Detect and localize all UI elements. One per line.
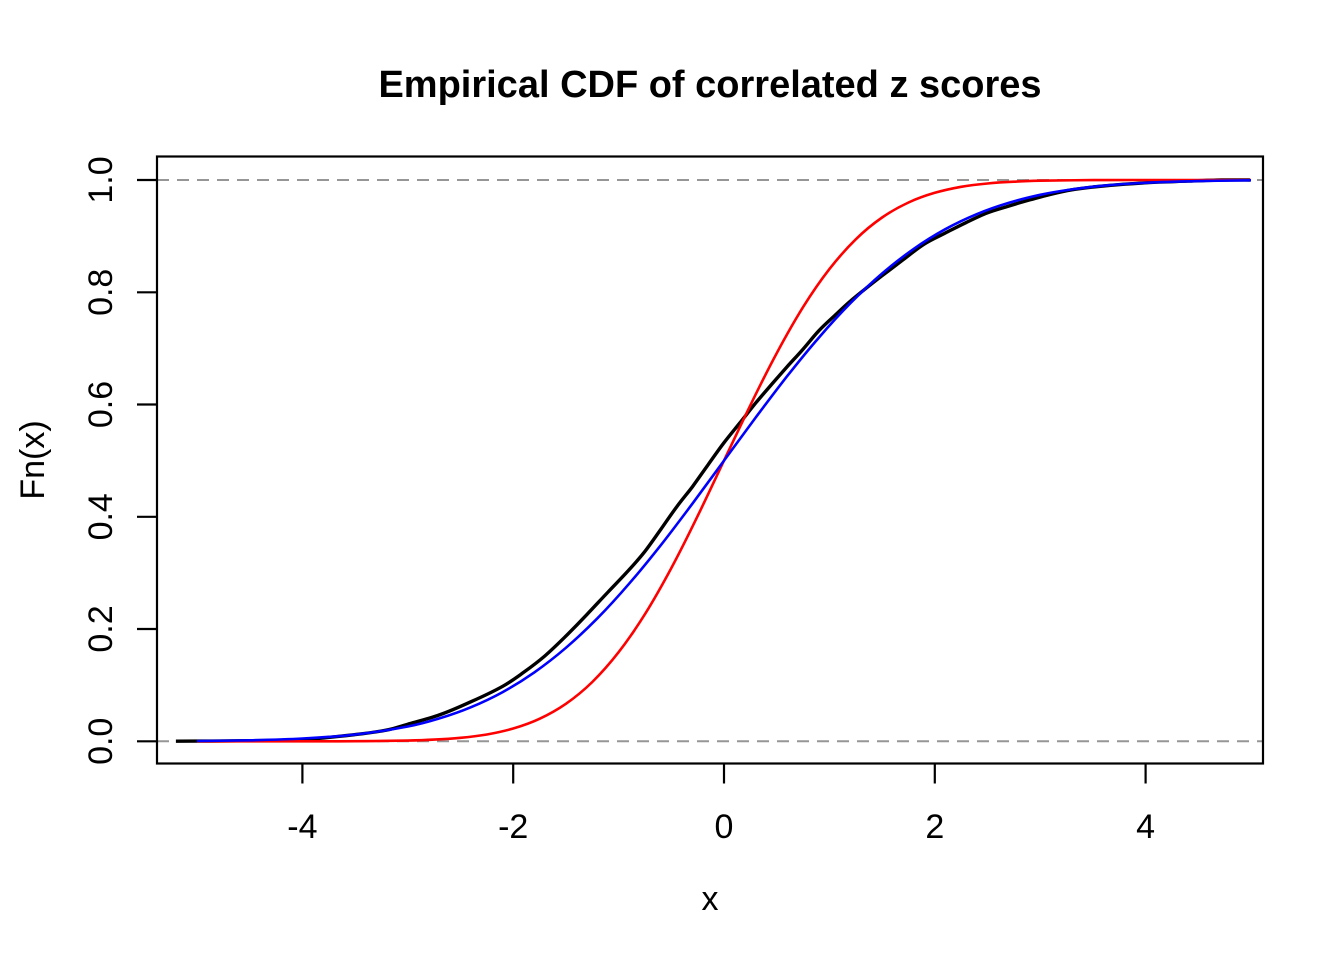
plot-title: Empirical CDF of correlated z scores (378, 64, 1041, 106)
y-axis-title: Fn(x) (14, 420, 52, 499)
x-tick-label--4: -4 (287, 808, 317, 846)
y-tick-label-0.0: 0.0 (82, 718, 120, 765)
x-tick-label--2: -2 (498, 808, 528, 846)
y-tick-label-0.8: 0.8 (82, 269, 120, 316)
y-tick-label-0.6: 0.6 (82, 381, 120, 428)
x-tick-label-0: 0 (715, 808, 734, 846)
y-tick-label-1.0: 1.0 (82, 156, 120, 203)
x-axis: -4 -2 0 2 4 (287, 763, 1155, 846)
x-tick-label-4: 4 (1136, 808, 1155, 846)
x-axis-title: x (702, 880, 719, 918)
cdf-curves (175, 178, 1252, 743)
x-tick-label-2: 2 (925, 808, 944, 846)
y-tick-label-0.4: 0.4 (82, 493, 120, 540)
curve-empirical-cdf (175, 178, 1250, 743)
y-axis: 0.0 0.2 0.4 0.6 0.8 1.0 (82, 156, 157, 765)
plot-border (155, 155, 1265, 765)
curve-wide-normal-cdf (196, 179, 1252, 743)
y-tick-label-0.2: 0.2 (82, 605, 120, 652)
